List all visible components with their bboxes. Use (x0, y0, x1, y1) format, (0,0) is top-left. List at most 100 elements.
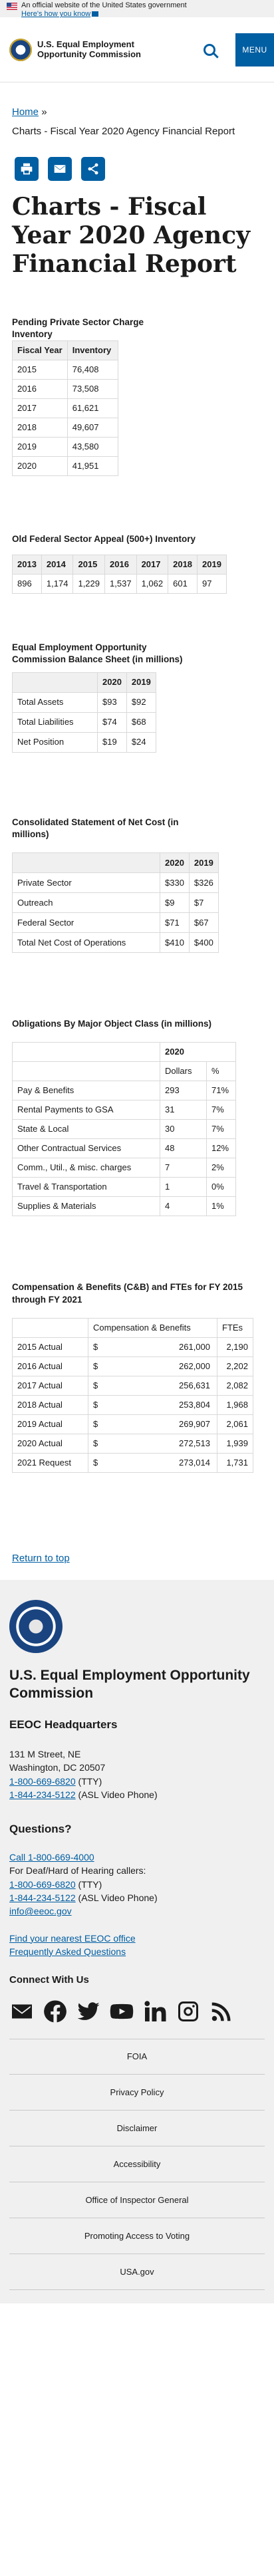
table-row: Travel & Transportation 1 0% (12, 1177, 236, 1198)
eeoc-logo-icon[interactable] (9, 38, 32, 61)
column-header: 2020 (97, 672, 127, 693)
rss-link[interactable] (209, 1999, 234, 2024)
table-cell: 2016 (12, 379, 68, 399)
table-cell: 2016 Actual (12, 1356, 88, 1376)
email-social-link[interactable] (9, 1999, 35, 2024)
youtube-link[interactable] (109, 1999, 134, 2024)
table-cell: 7% (206, 1100, 236, 1120)
footer-link-promoting-access-to-voting[interactable]: Promoting Access to Voting (9, 2218, 265, 2255)
instagram-link[interactable] (176, 1999, 201, 2024)
table-cell: 1,731 (217, 1452, 253, 1473)
questions-heading: Questions? (9, 1823, 72, 1836)
chevron-down-icon[interactable] (92, 11, 99, 17)
table-cell: $71 (160, 912, 190, 934)
table-row: 2021 Request $273,014 1,731 (12, 1452, 253, 1473)
table-row: 2020 41,951 (12, 456, 118, 476)
table-cell: 1 (160, 1177, 207, 1198)
menu-button[interactable]: MENU (235, 33, 274, 66)
table-cell: $93 (97, 692, 127, 713)
linkedin-link[interactable] (142, 1999, 168, 2024)
footer-link-office-of-inspector-general[interactable]: Office of Inspector General (9, 2182, 265, 2219)
column-header: 2019 (197, 555, 227, 575)
us-flag-icon (7, 3, 17, 10)
find-office-link[interactable]: Find your nearest EEOC office (9, 1932, 136, 1944)
footer-link-privacy-policy[interactable]: Privacy Policy (9, 2075, 265, 2111)
email-link[interactable]: info@eeoc.gov (9, 1906, 72, 1917)
table-cell: 71% (206, 1081, 236, 1101)
column-header: 2020 (160, 852, 190, 874)
table-cell: 73,508 (67, 379, 118, 399)
column-header: Inventory (67, 340, 118, 360)
table-cell: 2020 (12, 456, 68, 476)
column-header: 2015 (72, 555, 106, 575)
column-header (12, 1042, 160, 1063)
table-cell: $24 (126, 731, 156, 753)
table-cell: 76,408 (67, 360, 118, 380)
table-cell: 272,513 (104, 1433, 217, 1454)
table-cell: $ (88, 1414, 104, 1434)
table-cell: 7 (160, 1158, 207, 1178)
old-federal-appeal-section: Old Federal Sector Appeal (500+) Invento… (0, 533, 274, 594)
table-cell: Federal Sector (12, 912, 160, 934)
share-button[interactable] (81, 157, 105, 181)
table-cell: $410 (160, 932, 190, 954)
tty-phone-link[interactable]: 1-800-669-6820 (9, 1775, 76, 1787)
address-line: Washington, DC 20507 (9, 1762, 106, 1773)
column-header: Fiscal Year (12, 340, 68, 360)
table-cell: 253,804 (104, 1394, 217, 1415)
table-cell: Rental Payments to GSA (12, 1100, 160, 1120)
table-row: 2015 76,408 (12, 360, 118, 380)
table-row: Rental Payments to GSA 31 7% (12, 1100, 236, 1120)
table-cell: 43,580 (67, 437, 118, 457)
questions-tty-link[interactable]: 1-800-669-6820 (9, 1878, 76, 1890)
faq-link[interactable]: Frequently Asked Questions (9, 1946, 126, 1957)
address-line: 131 M Street, NE (9, 1749, 81, 1760)
table-row: 2016 Actual $262,000 2,202 (12, 1356, 253, 1376)
footer-links: FOIA Privacy Policy Disclaimer Accessibilit… (0, 2039, 274, 2303)
table-cell: 1,229 (72, 574, 106, 594)
connect-heading: Connect With Us (9, 1974, 89, 1986)
table-cell: 601 (168, 574, 198, 594)
asl-phone-link[interactable]: 1-844-234-5122 (9, 1789, 76, 1801)
table-cell: $ (88, 1356, 104, 1376)
email-share-button[interactable] (48, 157, 72, 181)
table-cell: State & Local (12, 1119, 160, 1140)
banner-how-you-know-link[interactable]: Here's how you know (21, 10, 91, 19)
call-link[interactable]: Call 1-800-669-4000 (9, 1852, 94, 1863)
footer-link-accessibility[interactable]: Accessibility (9, 2146, 265, 2183)
facebook-link[interactable] (43, 1999, 68, 2024)
table-row: 896 1,174 1,229 1,537 1,062 601 97 (12, 574, 227, 594)
table-cell: 0% (206, 1177, 236, 1198)
site-title[interactable]: U.S. Equal Employment Opportunity Commis… (37, 39, 141, 59)
table-title: Consolidated Statement of Net Cost (in m… (12, 817, 179, 839)
table-cell: $ (88, 1337, 104, 1357)
footer-link-disclaimer[interactable]: Disclaimer (9, 2111, 265, 2147)
deaf-callers-text: For Deaf/Hard of Hearing callers: (9, 1865, 146, 1876)
table-row: Net Position $19 $24 (12, 731, 156, 753)
table-cell: 1,062 (136, 574, 169, 594)
table-cell: 49,607 (67, 418, 118, 438)
search-button[interactable] (200, 40, 219, 60)
footer-link-foia[interactable]: FOIA (9, 2039, 265, 2075)
compensation-table: Compensation & Benefits FTEs 2015 Actual… (12, 1317, 253, 1473)
column-header: Dollars (160, 1061, 207, 1082)
questions-asl-link[interactable]: 1-844-234-5122 (9, 1892, 76, 1904)
search-icon (204, 44, 215, 56)
table-cell: 2,082 (217, 1375, 253, 1396)
print-button[interactable] (15, 157, 39, 181)
footer-link-usa-gov[interactable]: USA.gov (9, 2254, 265, 2291)
table-cell: 31 (160, 1100, 207, 1120)
pending-inventory-section: Pending Private Sector Charge Inventory … (0, 317, 274, 476)
table-cell: 2020 Actual (12, 1433, 88, 1454)
table-title: Obligations By Major Object Class (in mi… (12, 1019, 212, 1029)
breadcrumb-home-link[interactable]: Home (12, 106, 39, 118)
return-to-top-link[interactable]: Return to top (12, 1552, 70, 1564)
table-row: Comm., Util., & misc. charges 7 2% (12, 1158, 236, 1178)
table-cell: Total Liabilities (12, 711, 98, 733)
table-cell: 273,014 (104, 1452, 217, 1473)
email-icon (12, 2004, 32, 2019)
twitter-icon (77, 2002, 100, 2021)
linkedin-icon (144, 2001, 166, 2022)
twitter-link[interactable] (76, 1999, 101, 2024)
table-cell: $326 (188, 872, 219, 894)
